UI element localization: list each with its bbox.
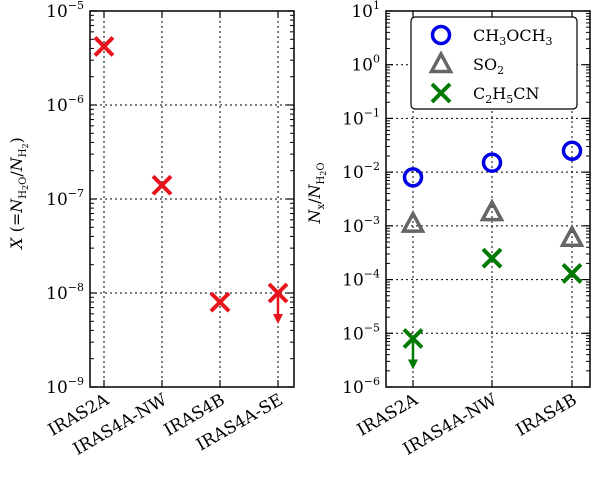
y-tick-label: 100: [351, 53, 380, 76]
upper-limit-arrow-head: [273, 314, 283, 324]
y-axis-label: X (=NH2O/NH2): [7, 137, 30, 251]
plot-frame: [385, 10, 591, 388]
y-tick-label: 10−7: [46, 187, 84, 210]
x-tick-label: IRAS4B: [513, 390, 581, 441]
y-tick-label: 10−8: [46, 281, 84, 304]
legend-marker-C2H5CN: [430, 82, 452, 104]
legend-label: CH3OCH3: [473, 26, 553, 48]
upper-limit-arrow-head: [408, 359, 418, 370]
y-tick-label: 101: [351, 0, 380, 22]
data-point-CH3OCH3-IRAS4A-NW: [481, 152, 503, 173]
y-tick-label: 10−9: [46, 375, 84, 398]
data-point-CH3OCH3-IRAS2A: [402, 167, 424, 188]
series-C2H5CN: [402, 247, 583, 370]
y-tick-label: 10−3: [342, 214, 380, 237]
y-tick-label: 10−1: [342, 106, 380, 129]
data-point-CH3OCH3-IRAS4B: [561, 140, 583, 162]
y-tick-label: 10−5: [46, 0, 84, 22]
data-point-C2H5CN-IRAS2A: [402, 328, 424, 349]
chart-panel-1: 10−910−810−710−610−5IRAS2AIRAS4A-NWIRAS4…: [7, 0, 295, 460]
y-tick-label: 10−5: [342, 321, 380, 344]
legend-marker-SO2: [428, 50, 454, 74]
data-point-C2H5CN-IRAS4B: [561, 263, 583, 284]
data-point-H2O abundance-IRAS4B: [209, 291, 231, 313]
y-tick-label: 10−6: [342, 375, 380, 398]
legend-label: C2H5CN: [473, 84, 539, 106]
data-point-SO2-IRAS2A: [400, 209, 426, 233]
chart-panel-2: 10−6 10−5 10−4 10−3 10−2 10−1 100 101 IRAS2A IRAS…: [305, 0, 591, 460]
legend-marker-CH3OCH3: [430, 24, 452, 46]
y-tick-label: 10−6: [46, 93, 84, 116]
legend-box: [410, 16, 578, 110]
data-point-SO2-IRAS4A-NW: [479, 198, 505, 222]
legend-label: SO2: [473, 55, 504, 77]
series-H2O abundance: [93, 36, 289, 324]
y-axis-label: Nx/NH2O: [305, 162, 328, 224]
series-SO2: [400, 198, 585, 248]
data-point-H2O abundance-IRAS4A-NW: [151, 174, 173, 196]
data-point-SO2-IRAS4B: [559, 224, 585, 248]
series-CH3OCH3: [402, 140, 583, 188]
data-point-C2H5CN-IRAS4A-NW: [481, 247, 503, 269]
data-point-H2O abundance-IRAS4A-SE: [267, 282, 289, 304]
data-point-H2O abundance-IRAS2A: [93, 36, 115, 57]
legend: CH3OCH3 SO2 C2H5CN: [410, 16, 578, 110]
y-tick-label: 10−4: [342, 268, 380, 291]
y-tick-label: 10−2: [342, 160, 380, 183]
x-tick-label: IRAS2A: [354, 390, 422, 441]
